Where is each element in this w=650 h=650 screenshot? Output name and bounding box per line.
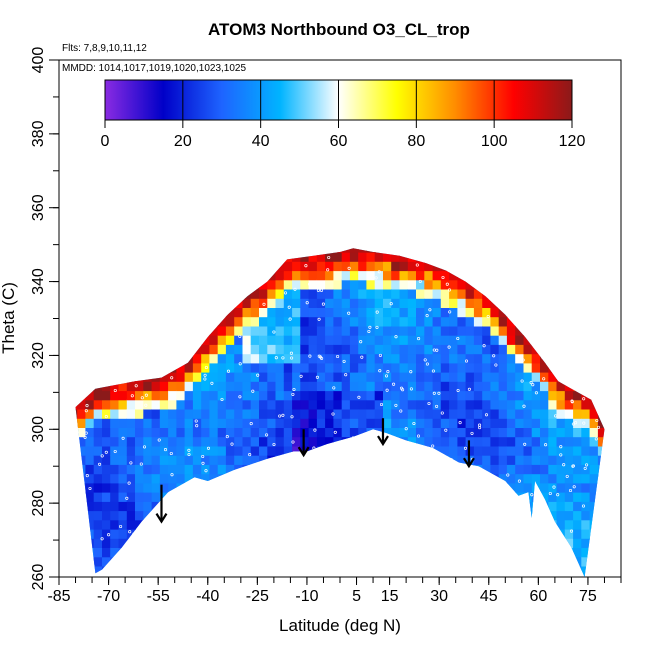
y-tick-label: 320 [30,342,47,369]
x-tick-label: -10 [295,588,318,605]
x-axis: -85 -70 -55 -40 -25 -10 5 15 30 45 60 75 [47,577,622,605]
y-tick-label: 400 [30,47,47,74]
colorbar-tick-label: 80 [407,133,425,150]
x-tick-label: -70 [97,588,120,605]
x-tick-label: 60 [529,588,547,605]
flight-direction-arrow [155,484,168,524]
x-tick-label: 5 [352,588,361,605]
x-tick-label: 30 [430,588,448,605]
colorbar-tick-label: 100 [481,133,508,150]
x-axis-label: Latitude (deg N) [279,616,401,635]
y-tick-label: 380 [30,120,47,147]
x-tick-label: 45 [480,588,498,605]
colorbar-tick-label: 0 [101,133,110,150]
flight-direction-arrow [377,418,389,447]
colorbar-tick-label: 20 [174,133,192,150]
y-tick-label: 300 [30,416,47,443]
y-tick-label: 260 [30,564,47,591]
y-tick-label: 360 [30,194,47,221]
x-tick-label: -25 [246,588,269,605]
y-axis-label: Theta (C) [0,282,18,354]
flight-direction-arrow [297,429,310,458]
flight-direction-arrow [462,440,475,469]
colorbar-tick-label: 40 [252,133,270,150]
x-tick-label: -55 [147,588,170,605]
y-tick-label: 340 [30,268,47,295]
dates-label: MMDD: 1014,1017,1019,1020,1023,1025 [62,63,246,74]
x-tick-label: -40 [196,588,219,605]
x-tick-label: 75 [579,588,597,605]
chart-title: ATOM3 Northbound O3_CL_trop [208,20,470,39]
colorbar-tick-label: 60 [330,133,348,150]
y-tick-label: 280 [30,490,47,517]
x-tick-label: 15 [381,588,399,605]
y-axis: 260 280 300 320 340 360 380 400 [30,47,59,591]
flights-label: Flts: 7,8,9,10,11,12 [62,43,147,54]
colorbar-tick-label: 120 [559,133,586,150]
x-tick-label: -85 [47,588,70,605]
